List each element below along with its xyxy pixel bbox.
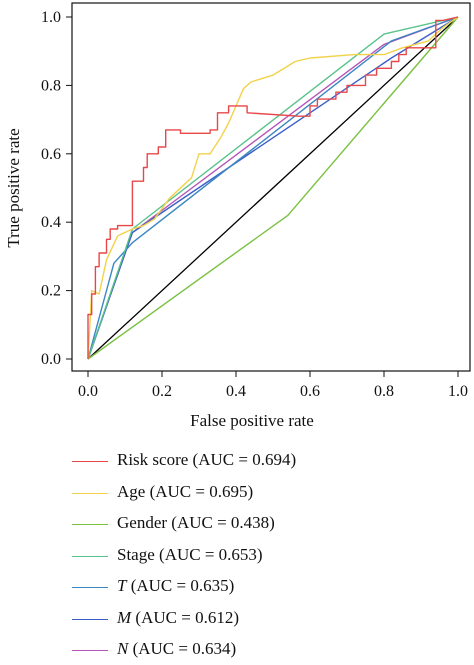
legend-swatch xyxy=(72,555,108,557)
legend-series-name: Gender xyxy=(117,513,168,532)
legend-item: Risk score (AUC = 0.694) xyxy=(70,448,450,476)
plot-frame xyxy=(71,2,471,372)
legend-swatch xyxy=(72,650,108,651)
legend-label: T (AUC = 0.635) xyxy=(117,576,234,596)
series-line-risk-score xyxy=(87,16,459,359)
legend-auc-value: (AUC = 0.653) xyxy=(154,544,263,564)
legend-item: N (AUC = 0.634) xyxy=(70,637,450,665)
axes: 0.0 0.0 0.2 0.2 0.4 0.4 0.6 0.6 0.8 0.8 1.0 1.0 xyxy=(41,2,471,400)
legend-auc-value: (AUC = 0.612) xyxy=(131,607,239,627)
legend-swatch xyxy=(72,618,108,620)
legend-auc-value: (AUC = 0.635) xyxy=(126,576,235,595)
legend-label: M (AUC = 0.612) xyxy=(117,608,239,628)
legend-series-name: M xyxy=(117,607,132,627)
series-line-stage xyxy=(87,16,459,360)
y-tick-label: 0.4 xyxy=(41,214,61,231)
x-tick-label: 0.4 xyxy=(226,383,246,400)
legend-swatch xyxy=(72,492,108,494)
roc-chart: 0.0 0.0 0.2 0.2 0.4 0.4 0.6 0.6 0.8 0.8 1.0 1.0 Fal… xyxy=(4,2,471,430)
legend-series-name: N xyxy=(117,639,129,658)
y-tick-label: 0.6 xyxy=(41,146,61,163)
series-layer xyxy=(87,16,459,360)
x-tick-label: 1.0 xyxy=(448,383,468,400)
legend-label: Gender (AUC = 0.438) xyxy=(117,513,275,533)
x-tick-label: 0.8 xyxy=(374,383,394,400)
y-tick-label: 0.2 xyxy=(41,283,61,300)
legend-swatch xyxy=(72,524,108,525)
series-line-gender xyxy=(87,16,459,360)
x-axis-label: False positive rate xyxy=(190,411,314,430)
legend-auc-value: (AUC = 0.694) xyxy=(188,450,297,469)
legend-label: Risk score (AUC = 0.694) xyxy=(117,450,296,470)
y-axis-label: True positive rate xyxy=(4,128,23,247)
legend-auc-value: (AUC = 0.634) xyxy=(128,639,237,658)
legend-auc-value: (AUC = 0.695) xyxy=(145,481,254,501)
legend-item: T (AUC = 0.635) xyxy=(70,574,450,602)
x-tick-label: 0.2 xyxy=(152,383,172,400)
legend-swatch xyxy=(72,587,108,588)
diagonal-reference-line xyxy=(87,16,459,360)
legend-series-name: Age xyxy=(117,481,146,501)
legend-label: Stage (AUC = 0.653) xyxy=(117,545,263,565)
y-tick-label: 0.0 xyxy=(41,351,61,368)
legend-series-name: T xyxy=(117,576,127,595)
legend-swatch xyxy=(72,461,108,462)
diagonal-line xyxy=(87,16,459,360)
legend-item: Gender (AUC = 0.438) xyxy=(70,511,450,539)
x-tick-label: 0.0 xyxy=(78,383,98,400)
y-tick-label: 1.0 xyxy=(41,9,61,26)
legend-item: Age (AUC = 0.695) xyxy=(70,480,450,508)
legend-item: Stage (AUC = 0.653) xyxy=(70,543,450,571)
legend-auc-value: (AUC = 0.438) xyxy=(167,513,275,532)
series-line-t xyxy=(87,16,459,360)
legend-label: Age (AUC = 0.695) xyxy=(117,482,253,502)
y-tick-label: 0.8 xyxy=(41,77,61,94)
series-line-age xyxy=(87,16,459,360)
legend-label: N (AUC = 0.634) xyxy=(117,639,236,659)
legend-item: M (AUC = 0.612) xyxy=(70,606,450,634)
x-tick-label: 0.6 xyxy=(300,383,320,400)
legend-series-name: Risk score xyxy=(117,450,189,469)
legend-series-name: Stage xyxy=(117,544,155,564)
